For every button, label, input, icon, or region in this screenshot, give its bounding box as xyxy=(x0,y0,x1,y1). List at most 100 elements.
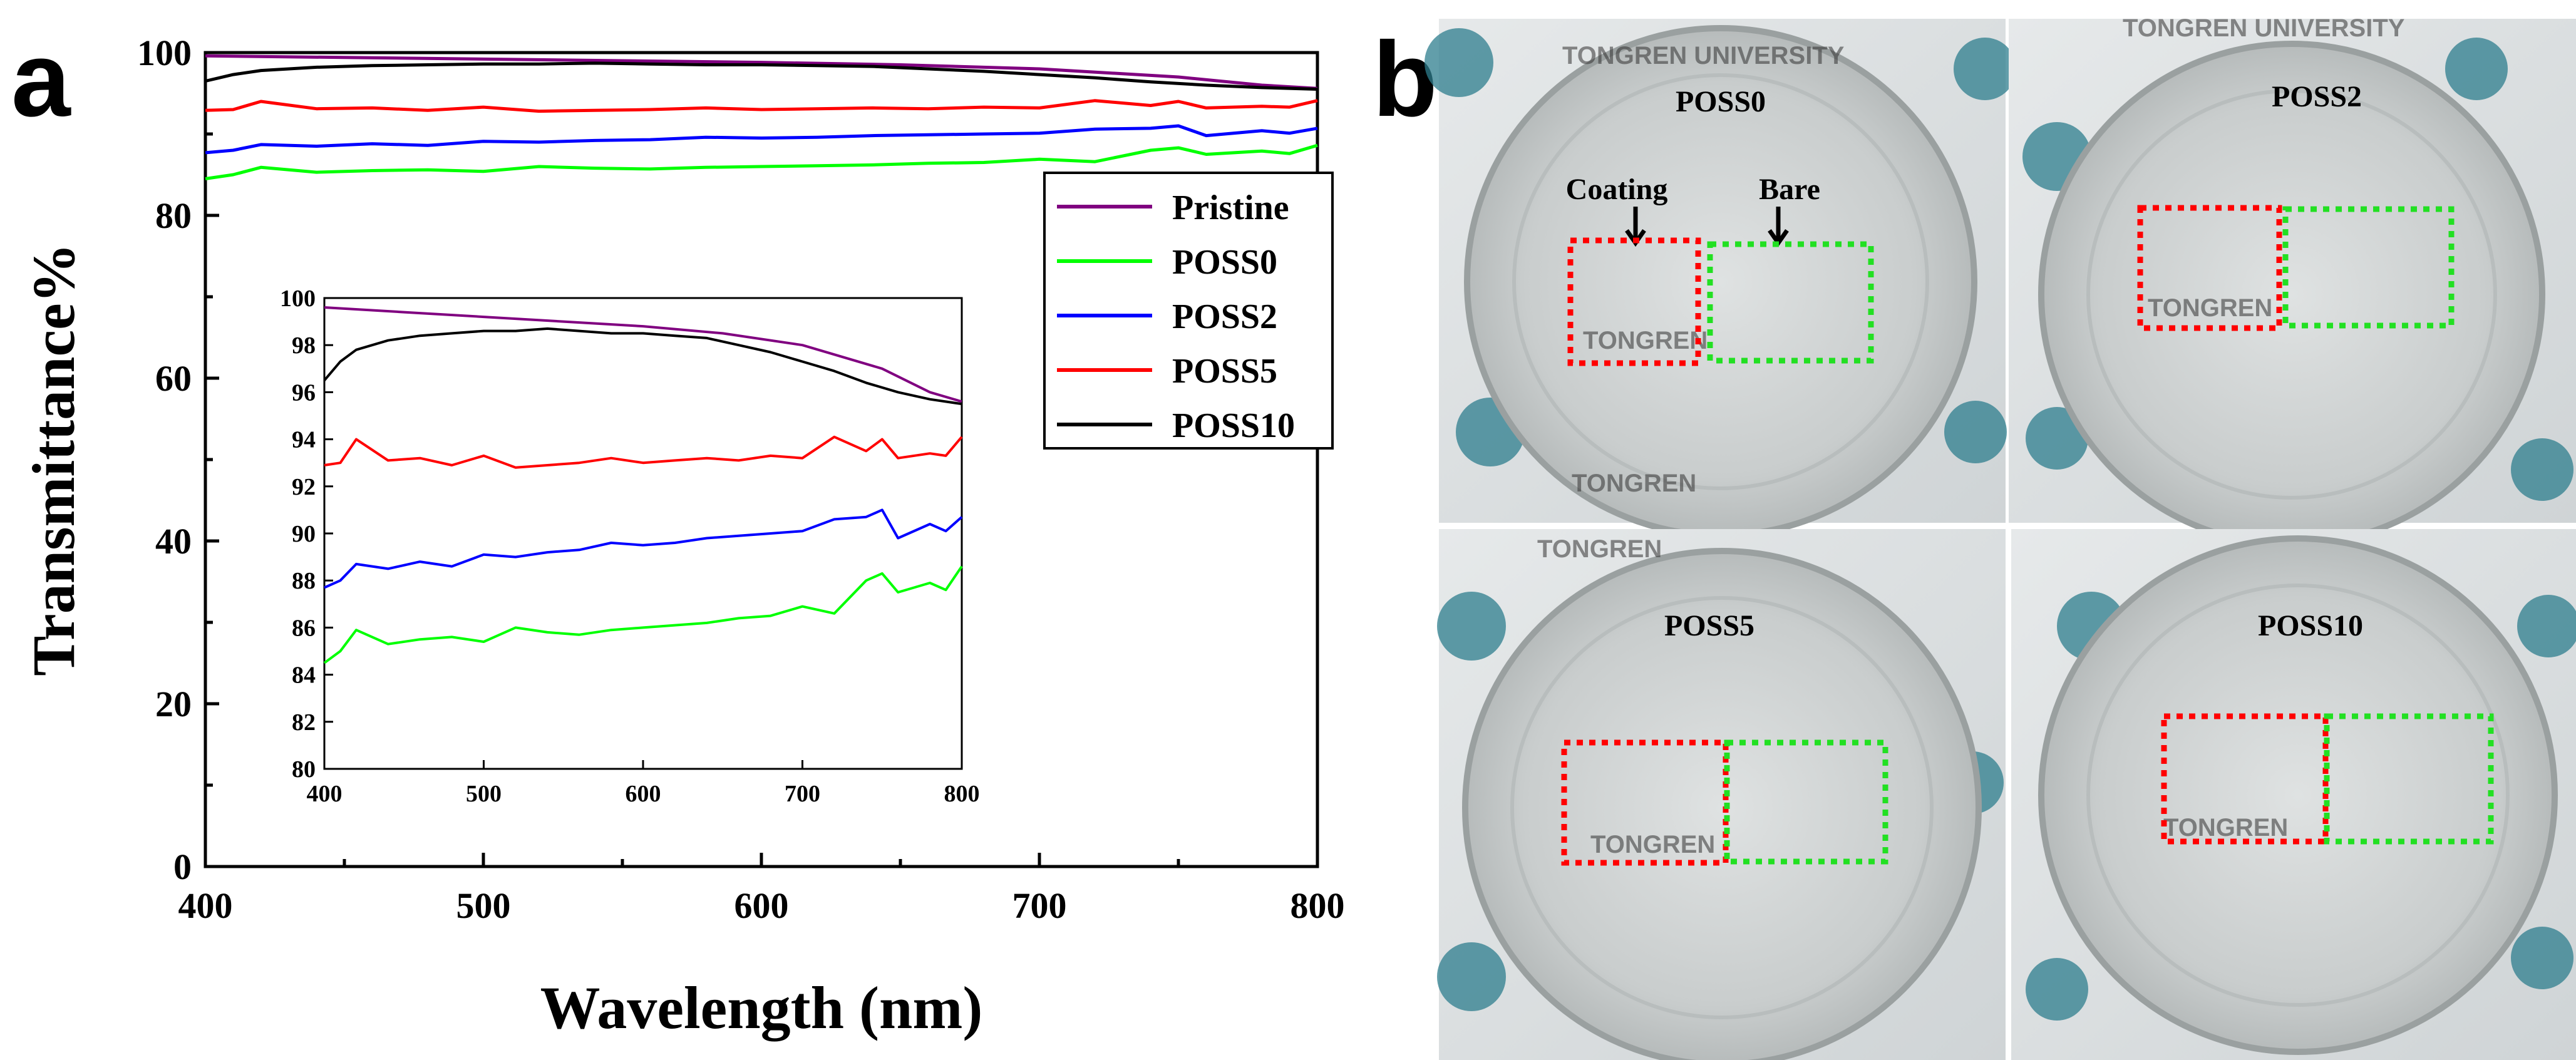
inset-y-tick-label: 96 xyxy=(292,379,316,406)
beaker-inner-rim xyxy=(2086,584,2510,1007)
series-line-poss5 xyxy=(205,99,1318,113)
inset-y-tick-label: 90 xyxy=(292,521,316,547)
series-line-poss10 xyxy=(205,61,1318,91)
y-tick-label: 20 xyxy=(155,684,192,724)
inset-y-tick-label: 92 xyxy=(292,474,316,500)
photo-poss2: TONGREN UNIVERSITY POSS2 TONGREN xyxy=(2009,14,2576,548)
inset-y-tick-label: 84 xyxy=(292,662,316,689)
photo-label: POSS2 xyxy=(2272,80,2362,113)
y-tick-label: 60 xyxy=(155,358,192,399)
watermark-text: TONGREN xyxy=(1590,831,1715,858)
bare-region-box xyxy=(1724,739,1888,865)
x-tick-label: 500 xyxy=(456,885,511,926)
university-logo-icon xyxy=(2026,407,2088,470)
university-logo-icon xyxy=(1944,401,2007,463)
university-logo-icon xyxy=(2511,438,2573,501)
panel-a-chart: a 400 500 600 700 800 0 20 40 60 80 100 Wavelength… xyxy=(11,20,1345,1041)
y-tick-label: 0 xyxy=(173,846,192,887)
main-series-group xyxy=(205,54,1318,180)
legend-label-pristine: Pristine xyxy=(1172,188,1289,227)
bare-region-box xyxy=(1707,241,1874,364)
photo-label: POSS0 xyxy=(1676,85,1766,118)
inset-series-line-poss5 xyxy=(324,435,963,469)
watermark-text: TONGREN UNIVERSITY xyxy=(1562,42,1845,69)
legend-box xyxy=(1043,172,1334,450)
inset-x-tick-label: 400 xyxy=(307,781,343,807)
photo-poss5: TONGREN POSS5 TONGREN xyxy=(1437,529,2006,1060)
watermark-text: TONGREN xyxy=(2163,814,2288,841)
legend-label-poss10: POSS10 xyxy=(1172,406,1295,445)
beaker xyxy=(1462,548,1982,1060)
bare-region-box xyxy=(2324,713,2494,845)
photo-label: POSS5 xyxy=(1664,609,1754,642)
inset-series-group xyxy=(323,306,963,664)
inset-y-tick-label: 94 xyxy=(292,427,316,453)
inset-y-tick-label: 82 xyxy=(292,709,316,736)
inset-x-tick-label: 700 xyxy=(785,781,820,807)
inset-plot-frame xyxy=(323,297,963,770)
inset-series-line-poss0 xyxy=(323,565,963,664)
y-tick-label: 80 xyxy=(155,195,192,236)
inset-y-tick-label: 100 xyxy=(280,286,316,312)
coating-region-box xyxy=(2161,713,2329,845)
inset-series-line-poss10 xyxy=(323,327,962,406)
series-line-pristine xyxy=(205,54,1318,90)
inset-y-tick-label: 88 xyxy=(292,568,316,594)
university-logo-icon xyxy=(1425,28,1493,97)
watermark-text: TONGREN xyxy=(2148,294,2272,322)
main-ticks: 400 500 600 700 800 0 20 40 60 80 100 xyxy=(137,33,1345,926)
photo-poss10: POSS10 TONGREN xyxy=(2011,529,2576,1060)
x-tick-label: 700 xyxy=(1012,885,1067,926)
legend-label-poss0: POSS0 xyxy=(1172,243,1277,282)
coating-annotation: Coating xyxy=(1566,173,1668,206)
y-tick-label: 40 xyxy=(155,521,192,562)
beaker xyxy=(2038,535,2558,1055)
inset-y-tick-label: 98 xyxy=(292,332,316,359)
panel-b-photos: b TONGREN UNIVERSITY TONGREN POSS0 xyxy=(1373,14,2576,1060)
y-axis-title: Transmittance% xyxy=(20,243,87,676)
legend-label-poss2: POSS2 xyxy=(1172,297,1277,336)
photo-poss0: TONGREN UNIVERSITY TONGREN POSS0 Coating… xyxy=(1425,19,2016,538)
legend-label-poss5: POSS5 xyxy=(1172,352,1277,391)
inset-series-line-pristine xyxy=(324,306,962,403)
inset-ticks: 400 500 600 700 800 80 82 84 86 88 90 92 94 96 98 100 xyxy=(280,286,980,807)
watermark-text: TONGREN xyxy=(1572,470,1696,497)
coating-region-box xyxy=(1567,237,1701,366)
inset-y-tick-label: 80 xyxy=(292,756,316,783)
university-logo-icon xyxy=(2445,38,2508,100)
photo-label: POSS10 xyxy=(2258,609,2363,642)
watermark-text: TONGREN xyxy=(1583,327,1708,354)
inset-x-tick-label: 500 xyxy=(466,781,502,807)
university-logo-icon xyxy=(2517,595,2576,657)
bare-annotation: Bare xyxy=(1759,173,1820,206)
beaker xyxy=(2038,41,2545,548)
beaker-inner-rim xyxy=(1510,596,1934,1019)
university-logo-icon xyxy=(2026,958,2088,1021)
series-line-poss2 xyxy=(205,124,1318,155)
inset-series-line-poss2 xyxy=(324,508,963,589)
university-logo-icon xyxy=(1437,942,1506,1011)
x-tick-label: 800 xyxy=(1291,885,1345,926)
coating-region-box xyxy=(2137,205,2282,331)
inset-x-tick-label: 600 xyxy=(626,781,661,807)
y-tick-label: 100 xyxy=(137,33,192,73)
watermark-text: TONGREN xyxy=(1537,535,1662,563)
panel-letter-a: a xyxy=(11,20,71,139)
coating-region-box xyxy=(1561,739,1729,866)
inset-x-tick-label: 800 xyxy=(944,781,980,807)
bare-region-box xyxy=(2282,206,2455,329)
x-tick-label: 600 xyxy=(734,885,789,926)
series-line-poss0 xyxy=(205,143,1318,180)
university-logo-icon xyxy=(1954,38,2016,100)
university-logo-icon xyxy=(1437,592,1506,661)
x-axis-title: Wavelength (nm) xyxy=(540,974,983,1041)
beaker-inner-rim xyxy=(2086,89,2497,500)
watermark-text: TONGREN UNIVERSITY xyxy=(2123,14,2405,42)
x-tick-label: 400 xyxy=(178,885,233,926)
inset-y-tick-label: 86 xyxy=(292,615,316,641)
legend: Pristine POSS0 POSS2 POSS5 POSS10 xyxy=(1057,188,1295,445)
beaker-inner-rim xyxy=(1512,73,1929,490)
university-logo-icon xyxy=(2511,927,2573,989)
panel-letter-b: b xyxy=(1373,20,1438,139)
